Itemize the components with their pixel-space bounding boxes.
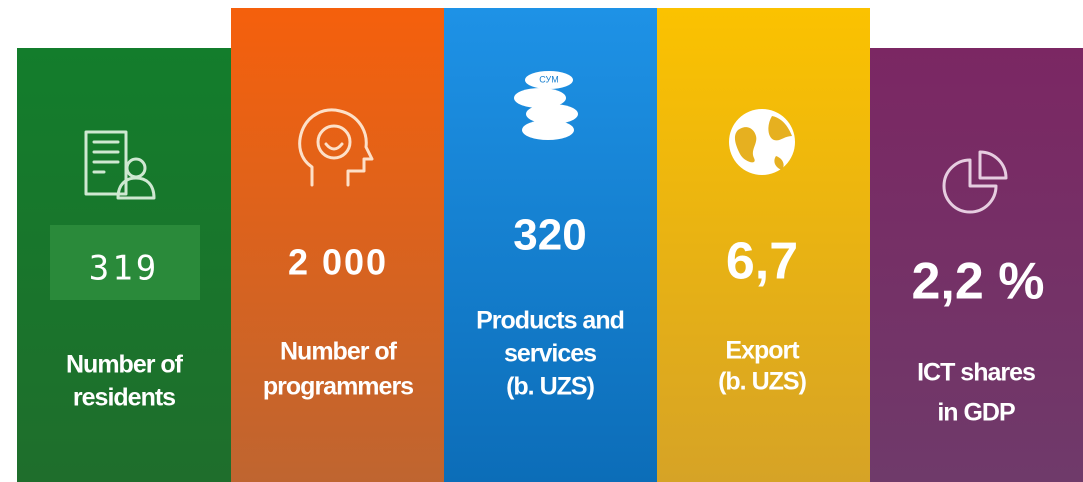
- value-box: [50, 225, 200, 300]
- label: services: [504, 340, 596, 368]
- label: Products and: [476, 307, 624, 335]
- panel: [870, 48, 1083, 482]
- panel: [657, 8, 870, 482]
- globe-icon: [729, 109, 795, 175]
- label: (b. UZS): [718, 368, 806, 396]
- label: Number of: [66, 351, 184, 379]
- svg-text:СУМ: СУМ: [539, 74, 558, 84]
- label: (b. UZS): [506, 373, 594, 401]
- value: 2 000: [288, 242, 388, 283]
- label: in GDP: [937, 399, 1015, 427]
- label: Export: [725, 337, 800, 365]
- label: residents: [73, 384, 175, 412]
- value: 6,7: [726, 233, 798, 291]
- value: 2,2 %: [912, 253, 1045, 311]
- label: Number of: [280, 338, 398, 366]
- building-icon: [84, 130, 156, 200]
- value: 319: [89, 249, 159, 289]
- label: programmers: [263, 373, 413, 401]
- panel: [231, 8, 444, 482]
- label: ICT shares: [917, 359, 1035, 387]
- coins-icon: СУМ: [514, 71, 578, 140]
- head-icon: [298, 108, 374, 187]
- value: 320: [513, 211, 586, 260]
- pie-icon: [942, 150, 1008, 214]
